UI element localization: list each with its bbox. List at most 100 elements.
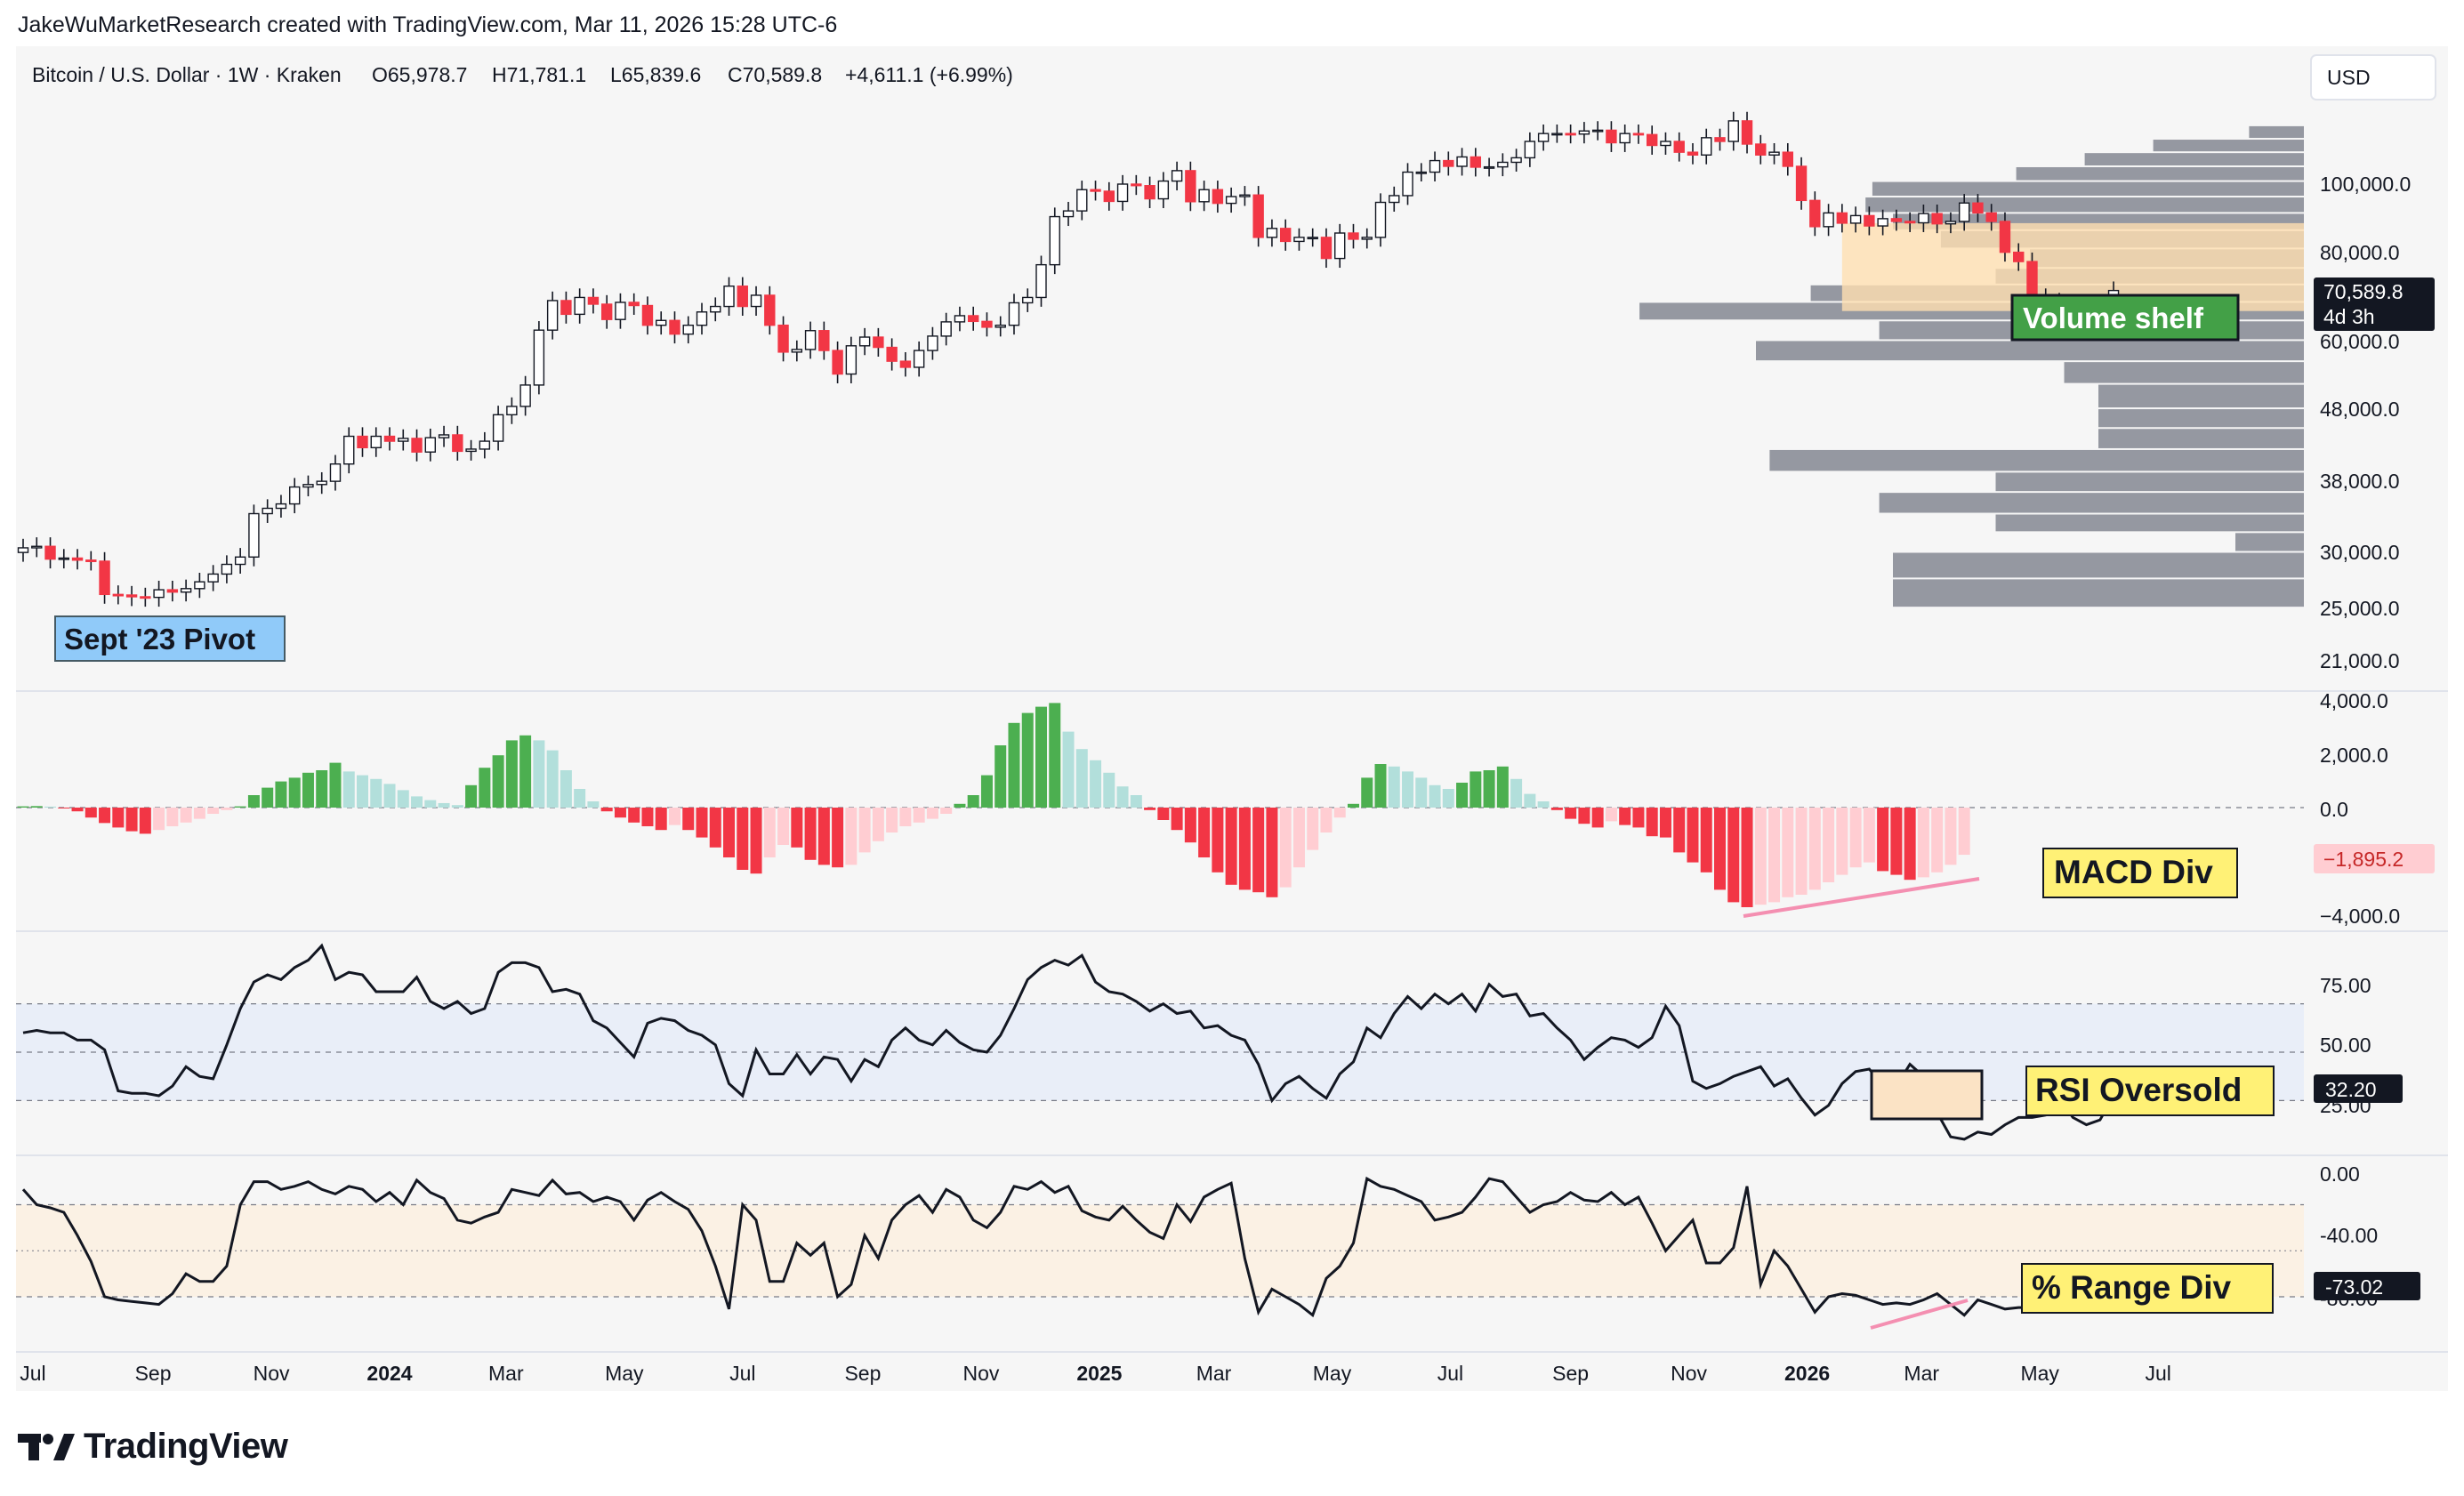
candle[interactable]	[153, 580, 165, 607]
macd-bar[interactable]	[1429, 784, 1441, 808]
macd-bar[interactable]	[696, 808, 708, 838]
candle[interactable]	[1999, 212, 2011, 262]
candle[interactable]	[383, 427, 396, 451]
macd-bar[interactable]	[858, 808, 871, 853]
candle[interactable]	[1673, 132, 1685, 162]
candle[interactable]	[656, 311, 667, 335]
candle[interactable]	[615, 293, 626, 329]
candle[interactable]	[1551, 125, 1563, 143]
rsi-axis[interactable]: 75.00 50.00 25.00 32.20	[2314, 974, 2403, 1117]
candle[interactable]	[1606, 121, 1617, 152]
macd-bar[interactable]	[1863, 808, 1875, 863]
macd-bar[interactable]	[926, 808, 938, 819]
volume-profile-bar[interactable]	[2249, 125, 2304, 139]
candle[interactable]	[791, 340, 803, 362]
candle[interactable]	[587, 288, 600, 314]
macd-bar[interactable]	[546, 750, 559, 808]
candle[interactable]	[1701, 128, 1712, 165]
candle[interactable]	[1619, 125, 1631, 152]
macd-bar[interactable]	[1795, 808, 1808, 895]
candle[interactable]	[1687, 143, 1699, 165]
candle[interactable]	[600, 294, 613, 329]
macd-bar[interactable]	[193, 808, 205, 819]
candle[interactable]	[560, 291, 572, 324]
candle[interactable]	[1035, 255, 1047, 307]
macd-bar[interactable]	[357, 775, 368, 808]
macd-bar[interactable]	[1808, 808, 1821, 890]
candle[interactable]	[506, 397, 518, 424]
macd-bar[interactable]	[383, 784, 396, 808]
candle[interactable]	[1320, 228, 1333, 269]
candle[interactable]	[804, 321, 817, 359]
macd-bar[interactable]	[247, 795, 260, 808]
candle[interactable]	[723, 277, 735, 317]
macd-bar[interactable]	[886, 808, 898, 832]
macd-bar[interactable]	[180, 808, 192, 823]
candle[interactable]	[1958, 194, 1970, 231]
candle[interactable]	[1252, 186, 1264, 247]
candle[interactable]	[357, 427, 368, 457]
candle[interactable]	[574, 288, 585, 324]
macd-bar[interactable]	[1890, 808, 1903, 875]
candle[interactable]	[166, 580, 179, 602]
macd-bar[interactable]	[872, 808, 884, 841]
macd-divergence-line[interactable]	[1743, 877, 1980, 918]
macd-bar[interactable]	[1415, 777, 1428, 808]
macd-bar[interactable]	[519, 735, 532, 808]
macd-bar[interactable]	[533, 740, 545, 808]
candle[interactable]	[370, 427, 382, 457]
candle[interactable]	[1361, 228, 1373, 249]
candle[interactable]	[682, 316, 694, 344]
candle[interactable]	[465, 439, 477, 461]
macd-bar[interactable]	[316, 770, 328, 808]
volume-profile-bar[interactable]	[1995, 472, 2305, 492]
candle[interactable]	[1510, 149, 1522, 172]
currency-button[interactable]: USD	[2310, 54, 2436, 101]
macd-bar[interactable]	[845, 808, 858, 865]
candle[interactable]	[1972, 194, 1984, 222]
macd-bar[interactable]	[1157, 808, 1170, 820]
candle[interactable]	[221, 555, 233, 583]
macd-bar[interactable]	[763, 808, 776, 857]
macd-bar[interactable]	[451, 805, 463, 808]
volume-profile-bar[interactable]	[2098, 384, 2304, 408]
candle[interactable]	[1131, 174, 1142, 196]
candle[interactable]	[1008, 294, 1020, 335]
candle[interactable]	[1497, 153, 1509, 177]
candle[interactable]	[1890, 209, 1903, 231]
candle[interactable]	[58, 549, 69, 569]
macd-bar[interactable]	[817, 808, 830, 865]
macd-bar[interactable]	[1659, 808, 1671, 838]
macd-bar[interactable]	[1402, 771, 1414, 808]
candle[interactable]	[234, 548, 246, 574]
macd-bar[interactable]	[207, 808, 220, 814]
legend-symbol[interactable]: Bitcoin / U.S. Dollar · 1W · Kraken	[32, 63, 342, 86]
macd-bar[interactable]	[1307, 808, 1319, 850]
candle[interactable]	[302, 475, 314, 497]
candle[interactable]	[1646, 125, 1658, 155]
candle[interactable]	[1931, 204, 1943, 234]
candle[interactable]	[1144, 176, 1156, 208]
macd-bar[interactable]	[221, 808, 233, 810]
volume-profile-bar[interactable]	[2235, 533, 2304, 551]
candle[interactable]	[1483, 157, 1495, 177]
macd-bar[interactable]	[1279, 808, 1292, 888]
macd-bar[interactable]	[288, 777, 301, 808]
macd-bar[interactable]	[600, 808, 613, 812]
candle[interactable]	[1443, 151, 1454, 176]
macd-bar[interactable]	[30, 806, 43, 808]
macd-bar[interactable]	[994, 745, 1007, 808]
candle[interactable]	[180, 579, 192, 602]
macd-bar[interactable]	[1550, 808, 1563, 810]
macd-bar[interactable]	[913, 808, 925, 823]
candle[interactable]	[452, 425, 463, 461]
candle[interactable]	[1279, 219, 1292, 251]
candle[interactable]	[1374, 193, 1387, 247]
macd-bar[interactable]	[397, 790, 409, 808]
macd-bar[interactable]	[342, 771, 355, 808]
candle[interactable]	[1809, 191, 1821, 237]
candle[interactable]	[398, 429, 409, 451]
candle[interactable]	[1782, 143, 1794, 176]
candle[interactable]	[438, 425, 450, 447]
macd-bar[interactable]	[505, 740, 518, 808]
